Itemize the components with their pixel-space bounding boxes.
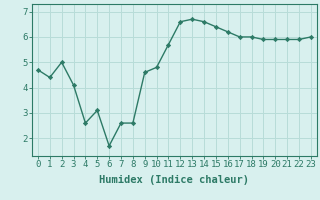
X-axis label: Humidex (Indice chaleur): Humidex (Indice chaleur): [100, 175, 249, 185]
